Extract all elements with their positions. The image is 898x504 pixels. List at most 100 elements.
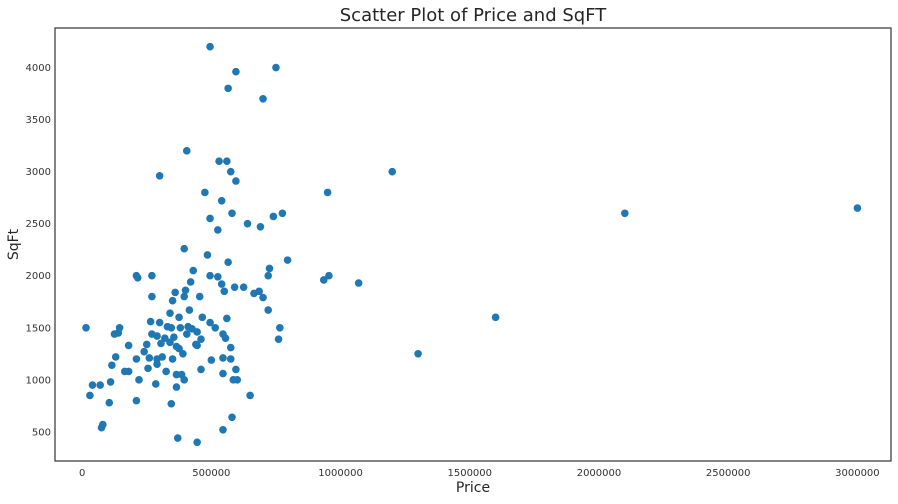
data-point xyxy=(133,274,142,282)
data-point xyxy=(278,209,287,218)
y-tick-label: 3500 xyxy=(26,115,51,126)
data-point xyxy=(219,354,227,362)
data-point xyxy=(111,353,120,361)
x-axis-label: Price xyxy=(456,480,490,496)
y-tick-label: 2500 xyxy=(26,219,51,230)
data-point xyxy=(153,360,161,368)
data-point xyxy=(168,296,177,305)
data-point xyxy=(180,376,189,384)
y-axis-label: SqFt xyxy=(6,228,22,260)
x-tick-label: 500000 xyxy=(192,468,230,479)
x-tick-label: 2000000 xyxy=(577,468,622,479)
data-point xyxy=(179,349,187,358)
data-point xyxy=(96,381,105,389)
y-tick-label: 500 xyxy=(32,427,51,438)
data-point xyxy=(145,354,154,362)
data-point xyxy=(155,172,164,180)
data-point xyxy=(274,335,283,344)
data-point xyxy=(228,413,236,422)
data-point xyxy=(414,349,422,358)
x-axis-ticks: 0 500000 1000000 1500000 2000000 2500000 30000… xyxy=(79,468,880,479)
data-point xyxy=(193,328,201,336)
data-point xyxy=(157,339,165,348)
data-point xyxy=(224,84,232,93)
data-point xyxy=(265,264,274,273)
data-point xyxy=(232,67,240,76)
data-point xyxy=(276,323,284,332)
data-point xyxy=(162,367,170,376)
data-point xyxy=(259,94,267,103)
data-point xyxy=(186,278,195,286)
data-point xyxy=(215,157,223,166)
plot-area xyxy=(54,27,892,462)
data-point xyxy=(166,309,174,317)
data-point xyxy=(151,380,160,388)
data-point xyxy=(144,364,152,373)
data-point xyxy=(214,272,222,281)
data-point xyxy=(220,287,229,296)
data-point xyxy=(197,335,205,344)
data-point xyxy=(148,292,156,301)
data-point xyxy=(232,365,240,374)
data-point xyxy=(180,292,189,301)
data-point xyxy=(256,223,265,231)
data-point xyxy=(207,356,216,364)
y-axis-ticks: 500 1000 1500 2000 2500 3000 3500 4000 xyxy=(26,63,51,438)
data-point xyxy=(110,330,119,338)
data-point xyxy=(197,365,205,374)
data-point xyxy=(155,318,164,327)
data-point xyxy=(140,347,148,356)
data-point xyxy=(226,355,235,363)
data-point xyxy=(170,333,178,341)
data-point xyxy=(388,167,397,176)
data-point xyxy=(219,369,227,378)
data-point xyxy=(166,338,174,347)
data-point xyxy=(232,177,240,185)
data-point xyxy=(354,279,363,287)
data-point xyxy=(148,271,156,280)
data-point xyxy=(161,334,169,342)
data-point xyxy=(158,353,167,361)
data-point xyxy=(198,313,207,322)
data-point xyxy=(132,355,141,363)
y-tick-label: 1000 xyxy=(26,375,51,386)
data-point xyxy=(193,438,201,447)
data-point xyxy=(233,376,241,384)
data-point xyxy=(175,313,183,322)
data-point xyxy=(82,323,90,332)
data-point xyxy=(105,398,114,407)
data-point xyxy=(106,378,115,386)
data-point xyxy=(243,219,252,228)
data-point xyxy=(189,266,198,275)
data-point xyxy=(195,292,204,301)
data-point xyxy=(124,341,133,350)
data-point xyxy=(135,376,143,384)
data-point xyxy=(124,367,133,376)
data-point xyxy=(491,313,500,322)
data-point xyxy=(325,271,333,280)
data-point xyxy=(223,157,231,166)
data-point xyxy=(217,280,226,288)
data-point xyxy=(182,147,191,155)
data-point xyxy=(221,334,230,342)
data-point xyxy=(201,188,209,197)
data-point xyxy=(167,323,176,332)
data-point xyxy=(153,332,161,340)
data-point xyxy=(264,271,272,280)
y-tick-label: 2000 xyxy=(26,271,51,282)
data-point xyxy=(226,343,235,352)
data-point xyxy=(319,276,328,284)
data-point xyxy=(219,425,227,434)
x-tick-label: 1500000 xyxy=(447,468,492,479)
data-point xyxy=(264,306,272,314)
data-point xyxy=(269,212,278,221)
data-point xyxy=(323,188,332,197)
data-point xyxy=(108,361,116,370)
data-point xyxy=(230,283,239,291)
chart-title: Scatter Plot of Price and SqFT xyxy=(340,5,607,26)
data-point xyxy=(185,306,194,314)
x-tick-label: 3000000 xyxy=(835,468,880,479)
y-tick-label: 3000 xyxy=(26,167,51,178)
data-point xyxy=(246,391,254,400)
